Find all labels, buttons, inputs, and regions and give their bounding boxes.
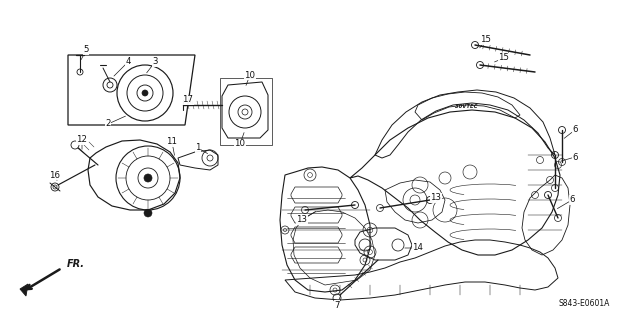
Text: 10: 10 [234,139,246,149]
Text: 5: 5 [83,46,89,55]
Text: 6: 6 [569,196,575,204]
Text: 11: 11 [166,137,177,146]
Text: 17: 17 [182,95,193,105]
Text: 6: 6 [572,152,578,161]
Text: 6: 6 [572,125,578,135]
Text: 3: 3 [152,57,157,66]
Text: 12: 12 [77,136,88,145]
Text: 10: 10 [244,70,255,79]
Text: 4: 4 [125,57,131,66]
Text: 7: 7 [334,300,340,309]
Text: 15: 15 [499,54,509,63]
Text: 14: 14 [413,243,424,253]
Circle shape [142,90,148,96]
Text: S843-E0601A: S843-E0601A [559,299,610,308]
Circle shape [144,209,152,217]
Text: 15: 15 [481,35,492,44]
Text: 1: 1 [195,144,201,152]
Text: 16: 16 [49,170,61,180]
Text: 13: 13 [296,216,307,225]
Polygon shape [20,284,28,296]
Text: 2: 2 [105,120,111,129]
Text: 30VTEC: 30VTEC [455,103,477,108]
Circle shape [144,174,152,182]
Text: 13: 13 [431,194,442,203]
Text: FR.: FR. [67,259,85,269]
